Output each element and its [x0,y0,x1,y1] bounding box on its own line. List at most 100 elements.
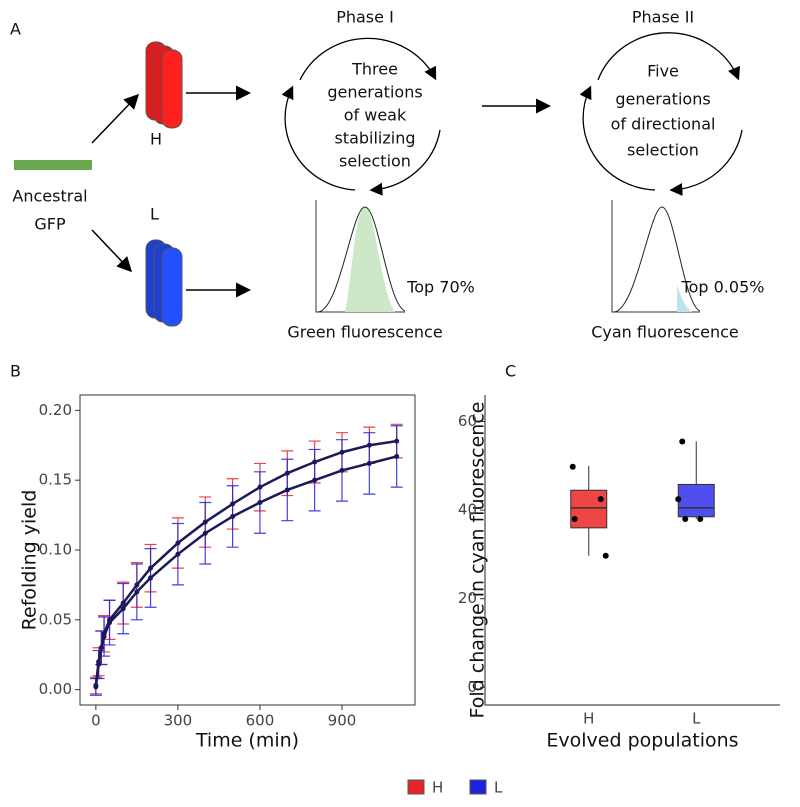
point [312,477,318,483]
y-tick-label: 0.05 [39,610,72,628]
point [134,589,140,595]
phase-text: stabilizing [334,129,415,148]
point [682,516,689,522]
point [339,449,345,455]
threshold: Top 70% [406,278,475,297]
y-tick-label: 0.10 [39,541,72,559]
cycle-arrow [597,32,740,81]
x-tick-label: H [583,710,594,728]
point [597,496,604,503]
point [93,684,99,690]
point [120,600,126,606]
x-axis-title: Evolved populations [546,730,738,752]
y-tick-label: 0.20 [39,401,72,419]
y-tick-label: 0.15 [39,471,72,489]
point [339,467,345,473]
phase-title: Phase I [336,8,394,27]
dist-axis-label: Cyan fluorescence [591,323,739,342]
arrow [91,229,133,273]
point [366,442,372,448]
point [230,513,236,519]
cycle-arrow [281,85,356,191]
point [679,438,686,445]
x-tick-label: L [692,710,701,728]
dist-axis-label: Green fluorescence [287,323,442,342]
point [175,540,181,546]
tubes-l [145,239,183,327]
point [230,501,236,507]
point [571,516,578,522]
ancestor-label: Ancestral [12,187,87,206]
point [569,463,576,470]
cycle-arrow [369,129,441,196]
point [366,460,372,466]
ancestor-label: GFP [34,215,66,234]
y-tick-label: 0 [467,678,477,696]
point [312,459,318,465]
box [677,483,715,518]
dist-axes [611,200,700,313]
phase-text: of directional [611,115,716,134]
x-tick-label: 0 [91,712,101,730]
x-tick-label: 600 [246,712,275,730]
x-tick-label: 900 [328,712,357,730]
tubes-h [145,41,183,129]
point [96,662,102,668]
panel-label: A [10,20,21,39]
dist-curve [317,206,406,313]
series-line [94,439,397,686]
point [394,453,400,459]
y-tick-label: 0.00 [39,680,72,698]
point [148,575,154,581]
cycle-arrow [579,85,656,191]
tube-label: L [150,205,159,224]
legend-swatch [469,779,487,795]
series-line [94,455,397,687]
y-tick-label: 20 [458,589,477,607]
y-tick-label: 60 [458,412,477,430]
ancestor-bar [14,160,92,170]
y-tick-label: 40 [458,501,477,519]
panel-label: C [505,362,516,381]
point [257,484,263,490]
point [148,565,154,571]
dist-selected [345,207,395,312]
point [120,606,126,612]
point [602,552,609,559]
phase-text: selection [627,141,699,160]
phase-title: Phase II [632,8,694,27]
panel-a: A Ancestral GFP H L Phase I Three genera… [10,8,764,342]
dist-curve [613,206,701,313]
tube-label: H [150,130,162,149]
y-axis-title: Fold change in cyan fluorescence [467,402,489,719]
point [675,496,682,503]
panel-label: B [10,362,21,381]
phase-text: generations [327,83,422,102]
phase-text: of weak [344,106,407,125]
point [175,551,181,557]
point [202,519,208,525]
legend-swatch [407,779,425,795]
phase-text: generations [615,90,710,109]
axes [484,395,780,706]
phase-text: Five [647,62,679,81]
point [101,634,107,640]
x-tick-label: 300 [164,712,193,730]
y-axis-title: Refolding yield [19,490,41,631]
plot-frame [79,394,416,706]
point [284,487,290,493]
point [257,500,263,506]
legend-label: H [432,779,443,797]
phase-text: Three [351,60,398,79]
phase-text: selection [339,152,411,171]
arrow [91,93,140,144]
point [134,582,140,588]
cycle-arrow [299,37,437,81]
point [107,620,113,626]
point [284,470,290,476]
dist-selected [677,285,692,312]
legend-label: L [494,779,503,797]
box [570,489,608,529]
point [98,645,104,651]
